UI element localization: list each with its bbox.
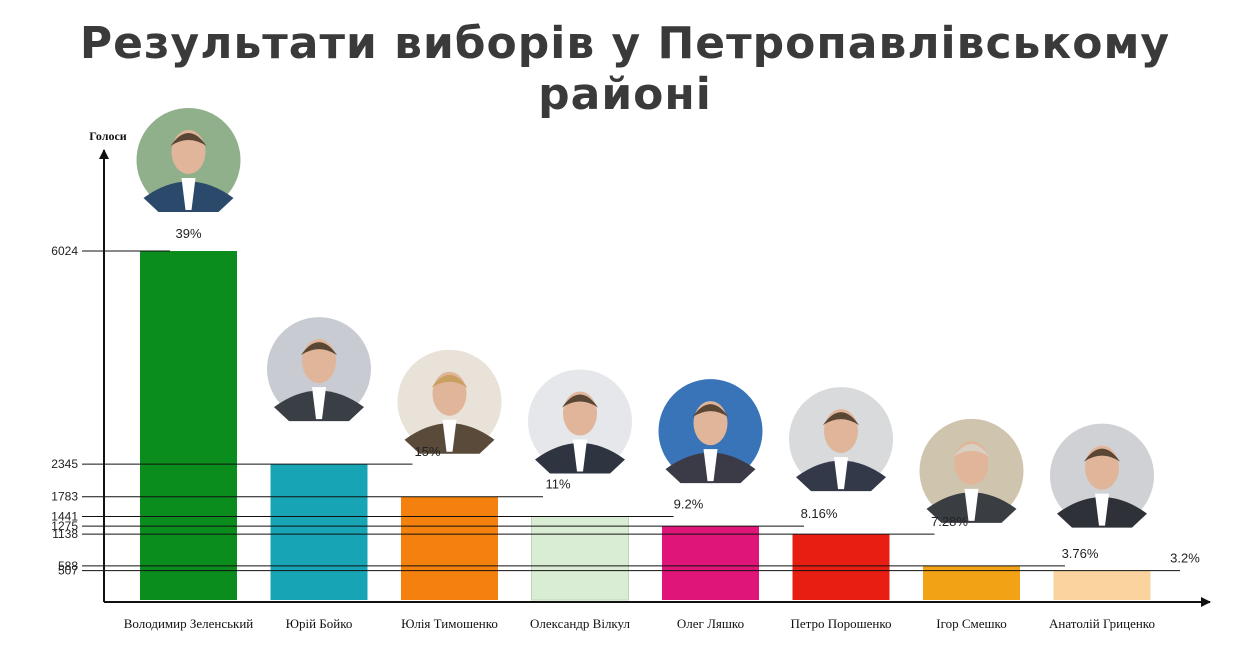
percent-label: 3.2% [1170, 551, 1200, 566]
candidate-photo [134, 106, 243, 214]
y-tick-label: 1783 [51, 490, 78, 504]
bar [923, 565, 1020, 600]
bar [1053, 570, 1151, 600]
y-tick-label: 6024 [51, 244, 78, 258]
candidate-photo [656, 377, 765, 486]
candidate-name: Юлія Тимошенко [401, 616, 498, 631]
bar [401, 496, 498, 600]
y-tick-label: 1275 [51, 519, 78, 533]
percent-label: 9.2% [674, 497, 704, 512]
candidate-name: Ігор Смешко [936, 616, 1006, 631]
percent-label: 7.28% [931, 514, 968, 529]
bar [140, 251, 237, 600]
percent-label: 3.76% [1062, 546, 1099, 561]
percent-label: 39% [175, 226, 201, 241]
percent-label: 11% [545, 477, 570, 492]
candidate-photo [395, 347, 504, 456]
y-tick-label: 2345 [51, 457, 78, 471]
candidate-name: Олександр Вілкул [530, 616, 630, 631]
bar [531, 516, 629, 601]
y-axis-label: Голоси [89, 129, 126, 143]
y-tick-label: 588 [58, 559, 78, 573]
candidate-name: Петро Порошенко [790, 616, 891, 631]
candidate-photo [265, 315, 373, 424]
candidate-photo [917, 416, 1026, 525]
chart-title: Результати виборів у Петропавлівському р… [79, 18, 1171, 120]
candidate-photo [1048, 421, 1156, 530]
bar [662, 526, 759, 600]
y-tick-label: 507 [58, 564, 78, 578]
candidate-name: Анатолій Гриценко [1049, 616, 1155, 631]
candidate-name: Олег Ляшко [677, 616, 744, 631]
bar [270, 464, 368, 600]
candidate-photo [787, 385, 895, 494]
y-tick-label: 1138 [52, 527, 78, 541]
percent-label: 15% [414, 444, 440, 459]
percent-label: 8.16% [801, 506, 838, 521]
y-tick-label: 1441 [51, 510, 78, 524]
candidate-photo [526, 367, 634, 476]
candidate-name: Володимир Зеленський [124, 616, 254, 631]
candidate-name: Юрій Бойко [286, 616, 353, 631]
bar [792, 534, 890, 600]
